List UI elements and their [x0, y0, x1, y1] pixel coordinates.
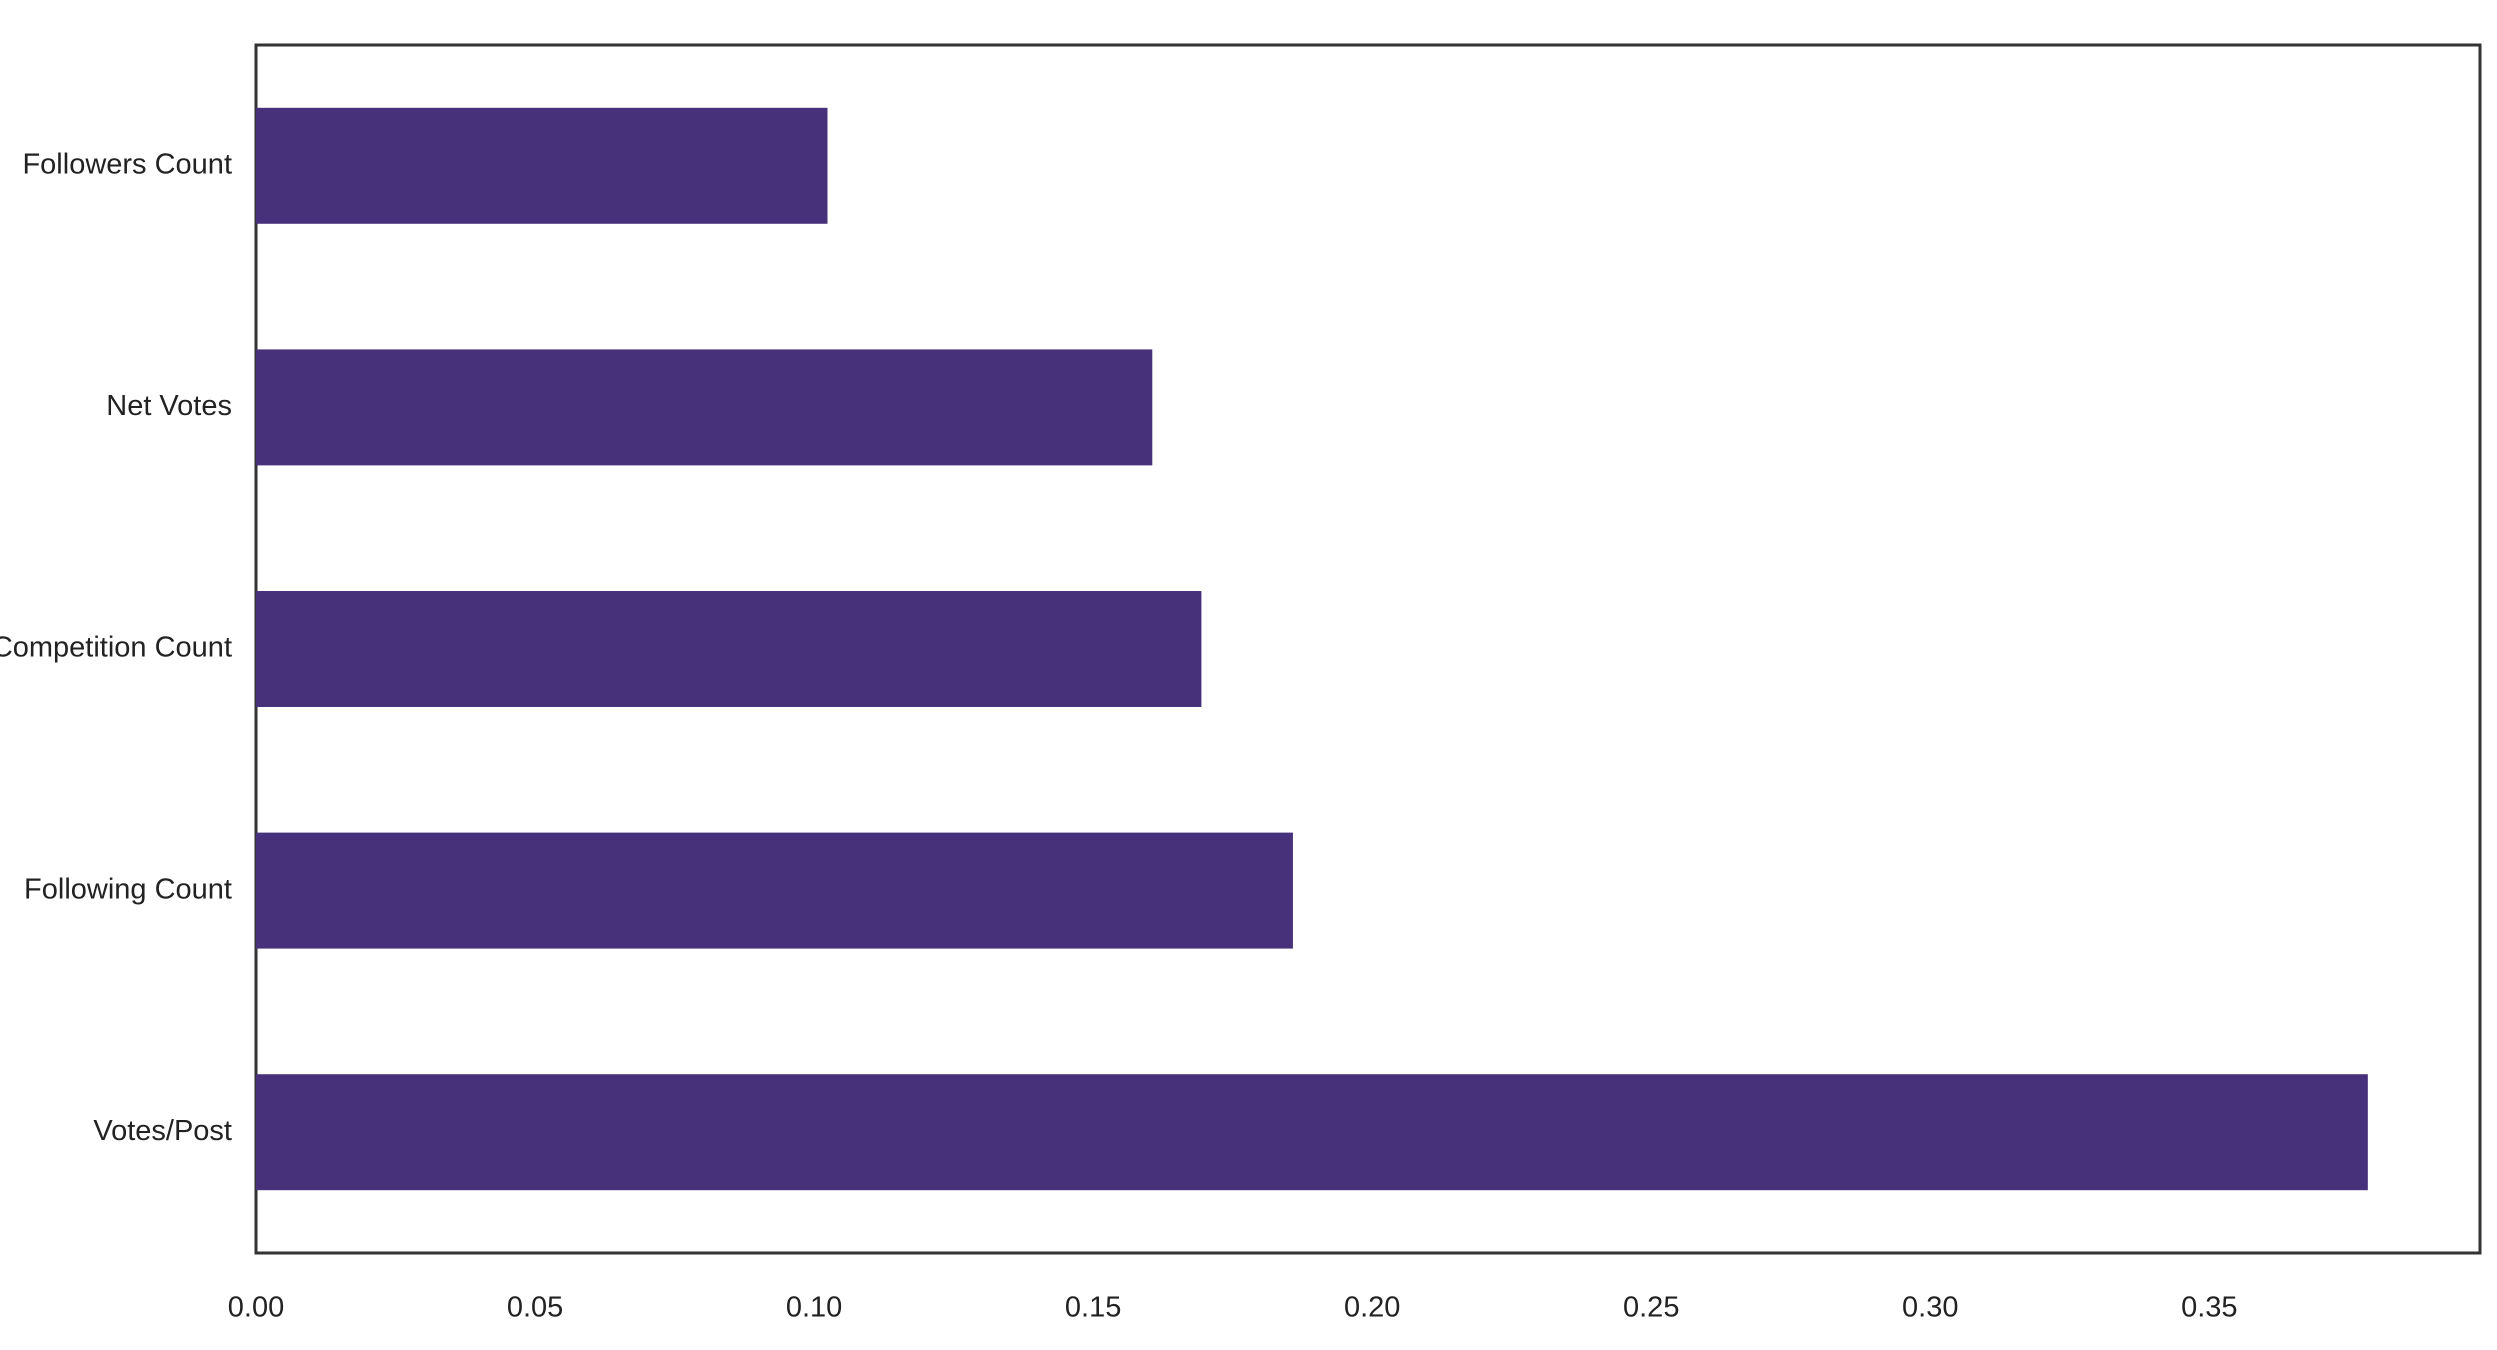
x-tick-label: 0.35	[2181, 1292, 2237, 1324]
x-tick-label: 0.05	[507, 1292, 563, 1324]
x-tick-label: 0.00	[228, 1292, 284, 1324]
x-tick-label: 0.20	[1344, 1292, 1400, 1324]
x-tick-label: 0.30	[1902, 1292, 1958, 1324]
y-tick-label: Followers Count	[22, 148, 232, 180]
bar	[256, 349, 1153, 466]
y-tick-label: Votes/Post	[93, 1115, 232, 1147]
bar	[256, 591, 1202, 707]
y-tick-label: Competition Count	[0, 632, 232, 664]
bar	[256, 107, 828, 224]
x-tick-label: 0.15	[1065, 1292, 1121, 1324]
y-tick-label: Net Votes	[106, 390, 232, 422]
x-tick-label: 0.25	[1623, 1292, 1679, 1324]
x-tick-label: 0.10	[786, 1292, 842, 1324]
y-tick-label: Following Count	[24, 873, 232, 905]
bar	[256, 832, 1293, 949]
bar	[256, 1074, 2368, 1191]
